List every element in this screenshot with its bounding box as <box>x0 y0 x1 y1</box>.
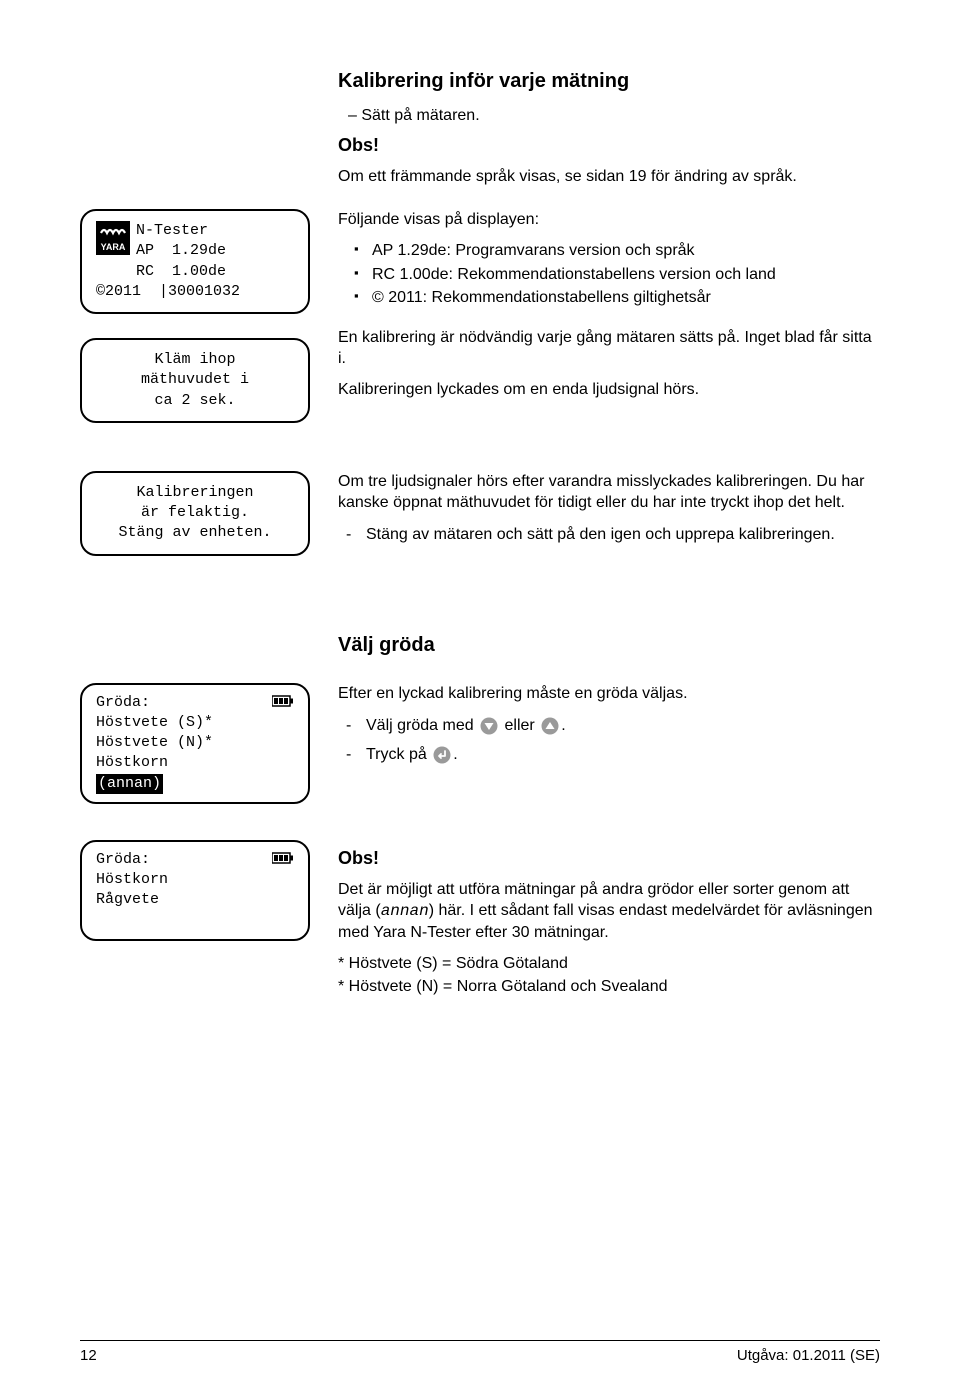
display4-r4-selected: (annan) <box>96 774 163 794</box>
yara-logo-icon: YARA <box>96 221 130 255</box>
other-crop-text: Det är möjligt att utföra mätningar på a… <box>338 879 880 943</box>
after-calib-text: Efter en lyckad kalibrering måste en grö… <box>338 683 880 704</box>
display2-l3: ca 2 sek. <box>96 391 294 411</box>
select-crop-text-a: Välj gröda med <box>366 717 478 734</box>
heading-calibration: Kalibrering inför varje mätning <box>338 70 880 93</box>
up-arrow-icon <box>541 714 559 737</box>
bullet-rc: RC 1.00de: Rekommendationstabellens vers… <box>338 264 880 286</box>
calib-retry: Stäng av mätaren och sätt på den igen oc… <box>338 523 880 546</box>
battery-icon <box>272 695 294 707</box>
bullet-ap: AP 1.29de: Programvarans version och spr… <box>338 240 880 262</box>
battery-icon-2 <box>272 852 294 864</box>
edition-label: Utgåva: 01.2011 (SE) <box>737 1347 880 1364</box>
press-enter-step: Tryck på . <box>338 743 880 766</box>
press-text-b: . <box>453 746 457 763</box>
display-crop-list: Gröda: Höstvete (S)* Höstvete (N)* Höstk… <box>80 683 310 804</box>
display2-l2: mäthuvudet i <box>96 370 294 390</box>
intro-text: Om ett främmande språk visas, se sidan 1… <box>338 166 880 187</box>
display2-l1: Kläm ihop <box>96 350 294 370</box>
display1-l1: N-Tester <box>136 221 226 241</box>
page-number: 12 <box>80 1347 97 1364</box>
footnote-n: * Höstvete (N) = Norra Götaland och Svea… <box>338 976 880 997</box>
display4-title: Gröda: <box>96 693 294 713</box>
select-crop-text-c: . <box>561 717 565 734</box>
display3-l3: Stäng av enheten. <box>96 523 294 543</box>
display-error: Kalibreringen är felaktig. Stäng av enhe… <box>80 471 310 556</box>
display4-r1: Höstvete (S)* <box>96 713 294 733</box>
enter-icon <box>433 743 451 766</box>
calib-required: En kalibrering är nödvändig varje gång m… <box>338 327 880 369</box>
other-annan: annan <box>381 902 429 920</box>
display5-r1: Höstkorn <box>96 870 294 890</box>
step-turn-on: – Sätt på mätaren. <box>338 107 880 125</box>
display-intro: Följande visas på displayen: <box>338 209 880 230</box>
display3-l1: Kalibreringen <box>96 483 294 503</box>
display-startup: YARA N-Tester AP 1.29de RC 1.00de ©2011 … <box>80 209 310 314</box>
heading-select-crop: Välj gröda <box>338 634 880 657</box>
obs-label-2: Obs! <box>338 848 880 869</box>
display4-r2: Höstvete (N)* <box>96 733 294 753</box>
footnote-s: * Höstvete (S) = Södra Götaland <box>338 953 880 974</box>
bullet-year: © 2011: Rekommendationstabellens giltigh… <box>338 287 880 309</box>
display1-l3: RC 1.00de <box>96 262 294 282</box>
obs-label-1: Obs! <box>338 135 880 156</box>
info-bullets: AP 1.29de: Programvarans version och spr… <box>338 240 880 309</box>
press-text-a: Tryck på <box>366 746 431 763</box>
down-arrow-icon <box>480 714 498 737</box>
svg-text:YARA: YARA <box>101 242 126 252</box>
display-crop-short: Gröda: Höstkorn Rågvete <box>80 840 310 941</box>
calib-fail-text: Om tre ljudsignaler hörs efter varandra … <box>338 471 880 513</box>
select-crop-step: Välj gröda med eller . <box>338 714 880 737</box>
display-clamp: Kläm ihop mäthuvudet i ca 2 sek. <box>80 338 310 423</box>
display1-l2: AP 1.29de <box>136 241 226 261</box>
display5-title: Gröda: <box>96 850 294 870</box>
display4-r3: Höstkorn <box>96 753 294 773</box>
calib-success: Kalibreringen lyckades om en enda ljudsi… <box>338 379 880 400</box>
display3-l2: är felaktig. <box>96 503 294 523</box>
display1-l4: ©2011 |30001032 <box>96 282 294 302</box>
display5-r2: Rågvete <box>96 890 294 910</box>
page-footer: 12 Utgåva: 01.2011 (SE) <box>80 1340 880 1364</box>
select-crop-text-b: eller <box>505 717 540 734</box>
